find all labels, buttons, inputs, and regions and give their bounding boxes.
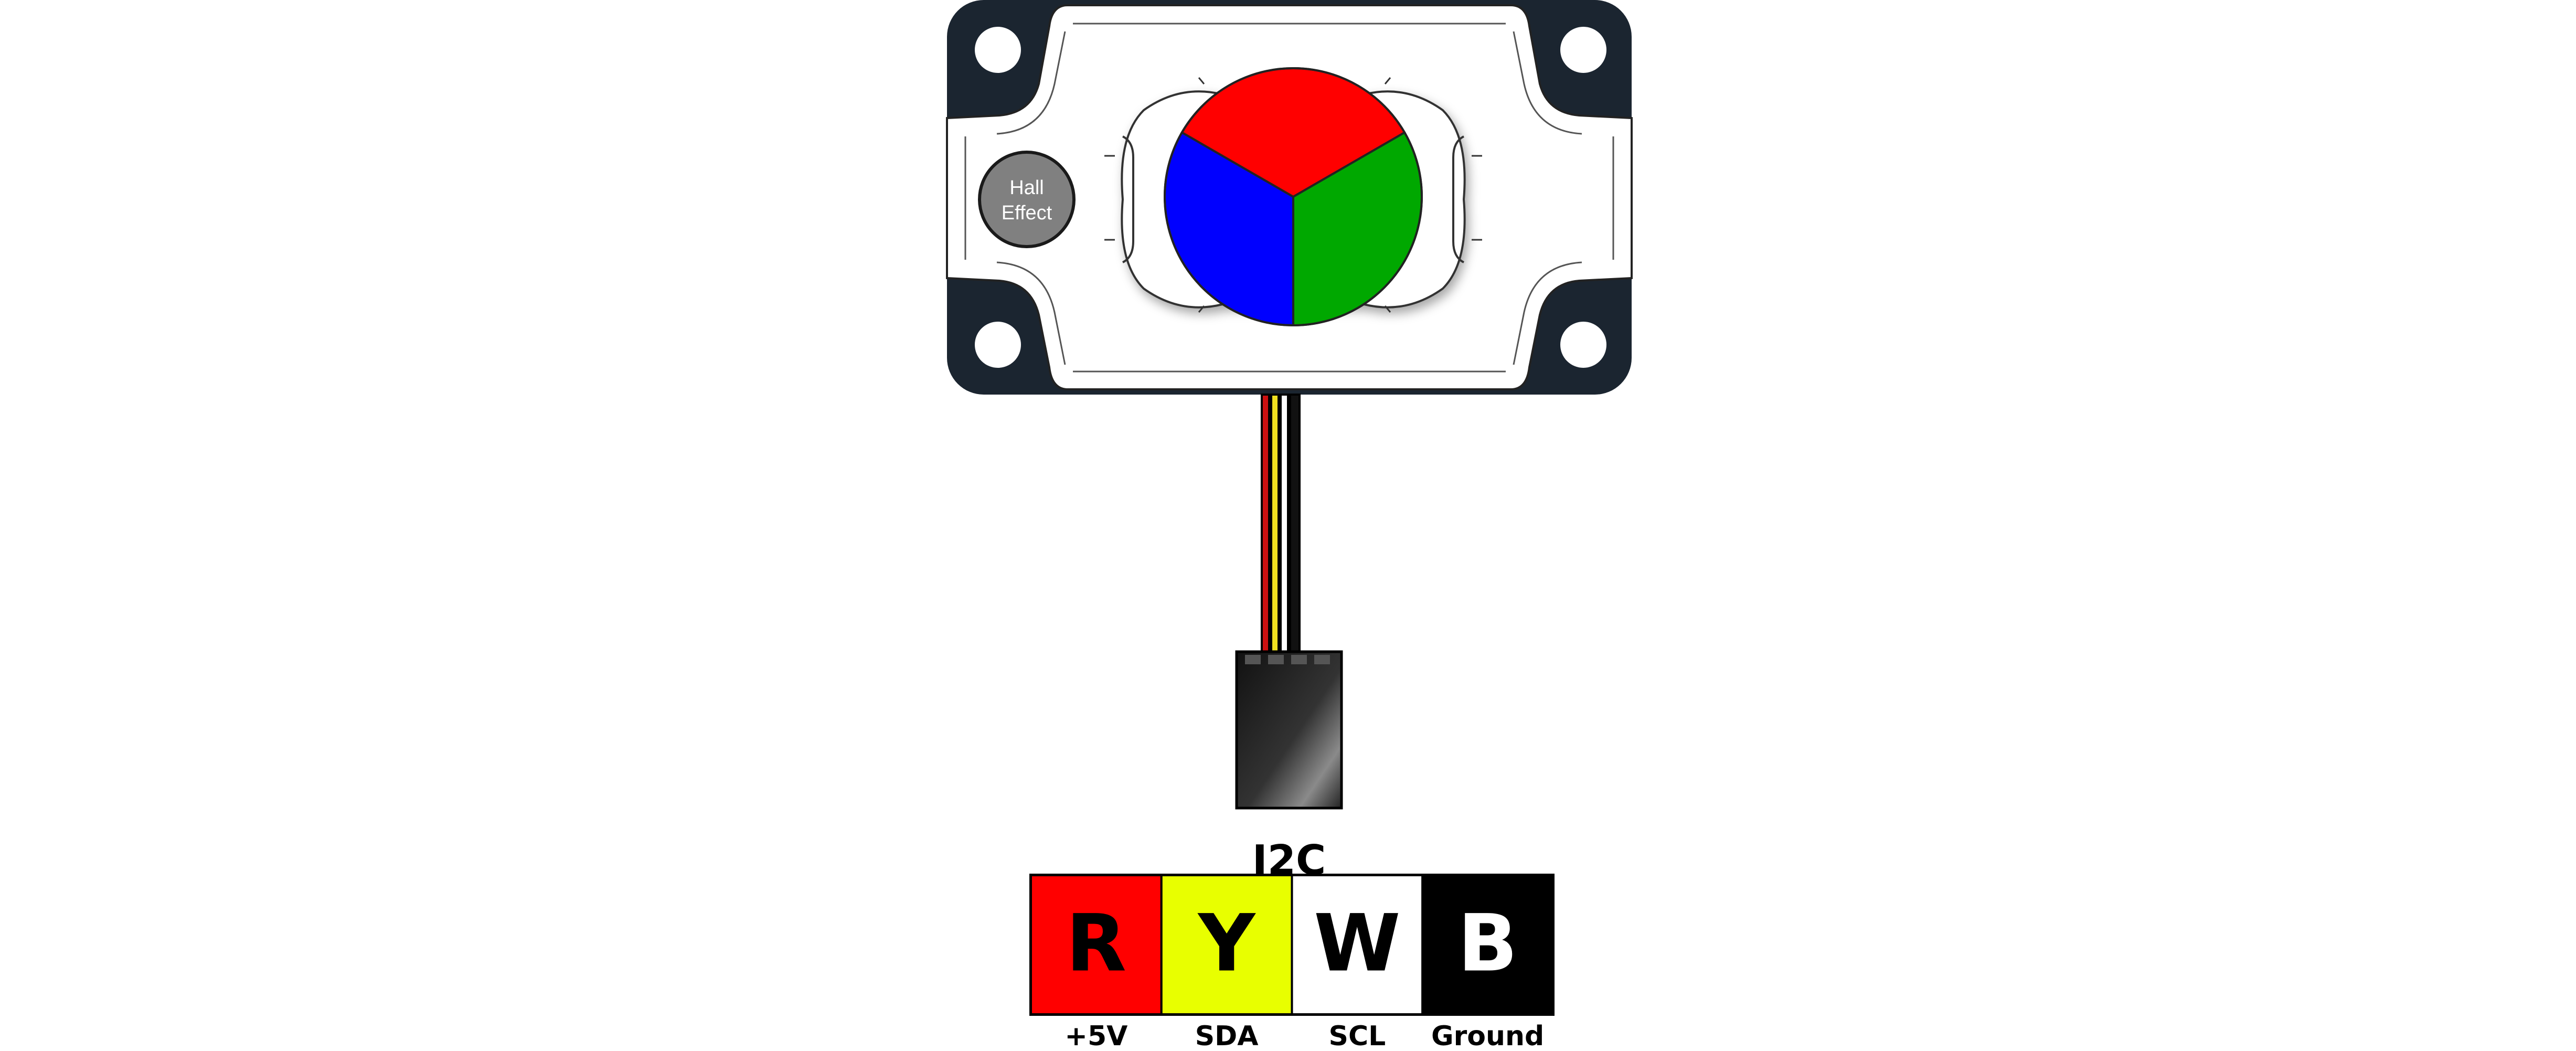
cable-wire-white	[1280, 394, 1289, 654]
mounting-hole-bottom-left	[972, 319, 1024, 371]
mounting-hole-bottom-right	[1557, 319, 1610, 371]
plug-pin-slot-2	[1268, 655, 1284, 664]
pin-cell-sda	[1160, 874, 1293, 1015]
pin-letter-scl: W	[1314, 898, 1400, 990]
pin-letter-ground: B	[1457, 898, 1517, 990]
connector-plug	[1235, 650, 1343, 810]
hall-effect-circle	[978, 151, 1076, 248]
pin-cell-ground	[1421, 874, 1554, 1015]
plug-body	[1235, 650, 1343, 810]
hall-label-line1: Hall	[1009, 177, 1044, 199]
pin-label-scl: SCL	[1329, 1021, 1386, 1051]
sensor-board: Hall Effect	[946, 0, 1633, 395]
cable-wire-black	[1289, 394, 1301, 654]
hall-label-line2: Effect	[1002, 202, 1052, 224]
color-wheel-outline	[1164, 67, 1423, 326]
cable-wire-yellow	[1270, 394, 1280, 654]
plug-pin-slot-1	[1245, 655, 1261, 664]
cable-wire-red	[1261, 394, 1270, 654]
pin-cell-5v	[1030, 874, 1163, 1015]
mounting-hole-top-right	[1557, 24, 1610, 76]
board-inner-line	[964, 23, 1614, 373]
pin-letter-sda: Y	[1197, 898, 1257, 990]
board-inner-line-right	[1513, 31, 1582, 365]
alignment-ticks	[1104, 77, 1482, 313]
plug-pin-slot-3	[1291, 655, 1307, 664]
color-sensor-wheel	[1163, 67, 1423, 327]
pin-cell-scl	[1291, 874, 1424, 1015]
pin-label-sda: SDA	[1195, 1021, 1259, 1051]
mounting-hole-top-left	[972, 24, 1024, 76]
hall-effect-sensor: Hall Effect	[978, 151, 1076, 248]
pin-label-5v: +5V	[1065, 1021, 1127, 1051]
pin-label-ground: Ground	[1431, 1021, 1544, 1051]
pin-legend: R +5V Y SDA W SCL B Ground	[1029, 874, 1555, 1051]
plug-pin-slot-4	[1314, 655, 1330, 664]
housing-right-tab	[1452, 135, 1464, 263]
pin-letter-5v: R	[1066, 898, 1127, 990]
pin-cells: R +5V Y SDA W SCL B Ground	[1030, 874, 1554, 1051]
board-inner-line-left	[996, 31, 1066, 365]
housing-left-tab	[1122, 135, 1134, 263]
sensor-cable	[1261, 394, 1301, 654]
